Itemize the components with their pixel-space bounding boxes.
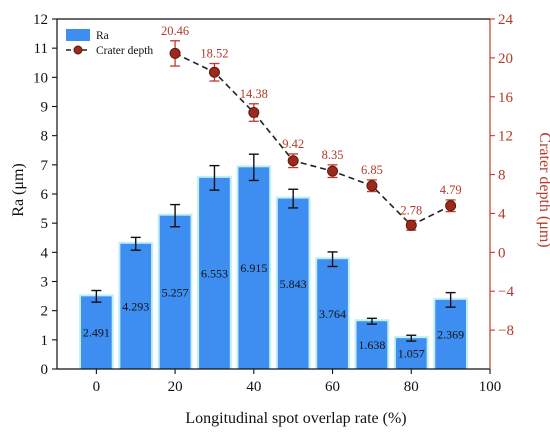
y-left-tick-label: 7 [41, 158, 49, 174]
crater-point [366, 180, 378, 192]
y-right-tick-label: −8 [498, 323, 514, 339]
y-left-tick-label: 12 [33, 12, 48, 28]
x-tick-label: 60 [325, 379, 340, 395]
y-left-tick-label: 5 [41, 216, 49, 232]
y-right-tick-label: 0 [498, 245, 506, 261]
y-right-tick-label: 20 [498, 51, 513, 67]
y-left-tick-label: 11 [34, 41, 48, 57]
x-tick-label: 20 [168, 379, 183, 395]
y-axis-left-title: Ra (μm) [10, 163, 27, 216]
ra-value-label: 2.491 [83, 326, 110, 340]
crater-value-label: 20.46 [161, 24, 189, 38]
crater-value-label: 4.79 [440, 183, 462, 197]
ra-bar [435, 299, 466, 369]
crater-value-label: 14.38 [240, 87, 268, 101]
ra-value-label: 1.638 [358, 338, 385, 352]
crater-depth-line [174, 52, 451, 227]
y-right-tick-label: 24 [498, 12, 514, 28]
crater-value-label: 18.52 [200, 47, 228, 61]
x-tick-label: 80 [404, 379, 419, 395]
ra-bar [395, 338, 427, 369]
y-left-tick-label: 9 [41, 100, 49, 116]
y-left-tick-label: 10 [33, 70, 48, 86]
legend-ra-swatch [66, 29, 90, 41]
ra-value-label: 5.843 [280, 277, 307, 291]
crater-value-label: 8.35 [322, 148, 344, 162]
y-left-tick-label: 1 [41, 333, 49, 349]
ra-value-label: 2.369 [437, 327, 464, 341]
crater-value-label: 6.85 [361, 163, 383, 177]
crater-line-layer: 20.46 18.52 14.38 9.42 8.35 6.85 2.78 4.79 [161, 24, 462, 231]
ra-value-label: 6.553 [201, 266, 228, 280]
ra-value-label: 5.257 [162, 285, 189, 299]
bars-layer: 2.491 4.293 5.257 6.553 6.915 5.843 3.764 1.638… [79, 153, 468, 369]
crater-point [405, 219, 417, 231]
y-right-tick-label: 12 [498, 129, 513, 145]
y-axis-right-title: Crater depth (μm) [536, 132, 550, 247]
legend-crater-label: Crater depth [96, 45, 153, 57]
crater-point [208, 66, 220, 78]
ra-value-label: 1.057 [398, 347, 425, 361]
crater-point [248, 107, 260, 119]
ra-bar [277, 198, 309, 369]
ra-value-label: 6.915 [240, 261, 267, 275]
ra-bar [238, 167, 270, 369]
y-left-tick-label: 8 [41, 129, 49, 145]
y-left-tick-label: 3 [41, 275, 49, 291]
crater-point [169, 47, 181, 59]
ra-bar [317, 259, 348, 369]
x-tick-label: 100 [479, 379, 502, 395]
legend: Ra Crater depth [66, 29, 153, 57]
y-right-tick-label: 4 [498, 206, 506, 222]
y-left-tick-label: 4 [41, 245, 49, 261]
ra-bar [120, 243, 152, 369]
y-right-tick-label: 8 [498, 168, 506, 184]
y-left-tick-label: 0 [41, 362, 49, 378]
y-right-tick-label: 16 [498, 90, 514, 106]
x-tick-label: 40 [246, 379, 261, 395]
ra-value-label: 4.293 [122, 299, 149, 313]
ra-value-label: 3.764 [319, 307, 346, 321]
crater-point [445, 200, 457, 212]
crater-point [287, 155, 299, 167]
y-right-tick-label: −4 [498, 284, 514, 300]
y-left-tick-label: 6 [41, 187, 49, 203]
ra-bar [199, 177, 230, 369]
crater-value-label: 9.42 [282, 137, 304, 151]
x-axis-title: Longitudinal spot overlap rate (%) [185, 410, 406, 427]
ra-bar [81, 296, 112, 369]
crater-value-label: 2.78 [400, 203, 422, 217]
x-tick-label: 0 [93, 379, 101, 395]
legend-ra-label: Ra [96, 30, 109, 42]
ra-bar [159, 215, 191, 369]
ra-bar [356, 321, 388, 369]
crater-point [327, 165, 339, 177]
legend-crater-marker [73, 45, 83, 55]
y-left-tick-label: 2 [41, 304, 49, 320]
